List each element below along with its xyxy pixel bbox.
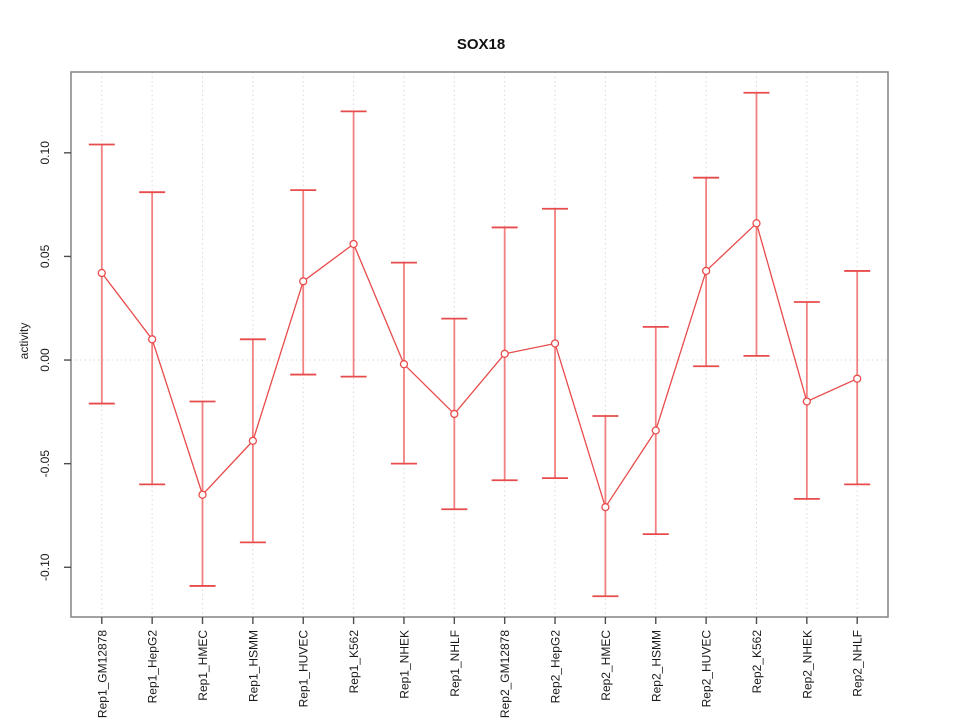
data-point	[752, 219, 761, 228]
y-tick-label: -0.05	[38, 450, 52, 478]
y-axis: -0.10 -0.05 0.00 0.05 0.10	[38, 141, 71, 581]
x-tick-label: Rep2_HepG2	[549, 630, 563, 704]
x-tick-label: Rep1_HepG2	[146, 630, 160, 704]
x-tick-label: Rep2_HSMM	[649, 630, 663, 702]
plot-area: -0.10 -0.05 0.00 0.05 0.10 Rep1_GM12878 Rep1_H…	[38, 71, 889, 718]
x-tick-label: Rep2_GM12878	[498, 630, 512, 718]
data-point	[500, 349, 509, 358]
y-axis-label: activity	[17, 323, 31, 360]
data-point	[148, 335, 157, 344]
data-point	[299, 277, 308, 286]
data-point	[198, 490, 207, 499]
x-tick-label: Rep1_HUVEC	[297, 630, 311, 708]
x-tick-label: Rep1_HSMM	[246, 630, 260, 702]
gridlines	[71, 72, 888, 617]
y-tick-label: 0.00	[38, 348, 52, 372]
x-tick-label: Rep2_NHLF	[851, 630, 865, 697]
x-tick-label: Rep2_K562	[750, 630, 764, 694]
y-tick-label: -0.10	[38, 553, 52, 581]
data-point	[550, 339, 560, 348]
data-point	[349, 239, 358, 249]
data-point	[651, 426, 660, 435]
x-tick-label: Rep2_NHEK	[800, 630, 814, 699]
data-point	[802, 397, 811, 406]
data-point	[601, 503, 610, 512]
data-point	[248, 436, 258, 446]
data-point	[701, 266, 711, 276]
y-tick-label: 0.05	[38, 244, 52, 268]
x-tick-label: Rep1_NHEK	[397, 630, 411, 699]
x-tick-label: Rep2_HMEC	[599, 630, 613, 701]
data-point	[853, 374, 862, 383]
x-tick-label: Rep1_NHLF	[448, 630, 462, 697]
x-tick-label: Rep2_HUVEC	[700, 630, 714, 708]
plot-box	[70, 71, 889, 618]
series-line	[101, 222, 858, 509]
x-tick-label: Rep1_HMEC	[196, 630, 210, 701]
x-axis: Rep1_GM12878 Rep1_HepG2 Rep1_HMEC Rep1_HSMM…	[95, 617, 865, 718]
x-tick-label: Rep1_K562	[347, 630, 361, 694]
y-tick-label: 0.10	[38, 141, 52, 165]
data-point	[97, 268, 106, 278]
x-tick-label: Rep1_GM12878	[95, 630, 109, 718]
data-point	[450, 409, 459, 419]
chart-title: SOX18	[457, 36, 505, 53]
data-point	[399, 360, 409, 369]
